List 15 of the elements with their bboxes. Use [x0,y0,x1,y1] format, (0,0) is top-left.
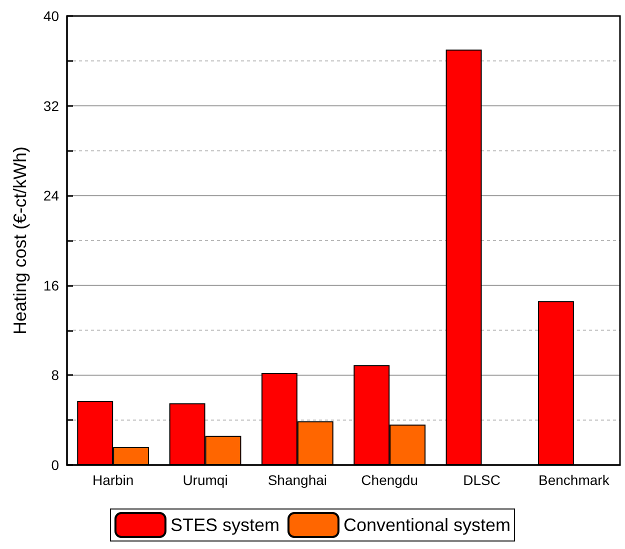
x-tick-label: Harbin [92,472,134,488]
y-tick-label: 16 [43,277,60,294]
legend-label: STES system [170,515,280,535]
x-tick-label: Benchmark [538,472,610,488]
x-tick-label: Chengdu [361,472,418,488]
y-tick-label: 24 [43,188,60,204]
x-tick-label: Urumqi [182,472,228,488]
y-axis-title: Heating cost (€-ct/kWh) [10,146,30,335]
x-tick-label: Shanghai [268,472,328,488]
y-tick-label: 8 [51,367,60,384]
y-tick-label: 0 [51,457,60,473]
y-tick-label: 32 [43,98,60,114]
x-tick-label: DLSC [463,472,500,488]
y-tick-label: 40 [43,8,60,24]
legend-label: Conventional system [343,515,511,535]
